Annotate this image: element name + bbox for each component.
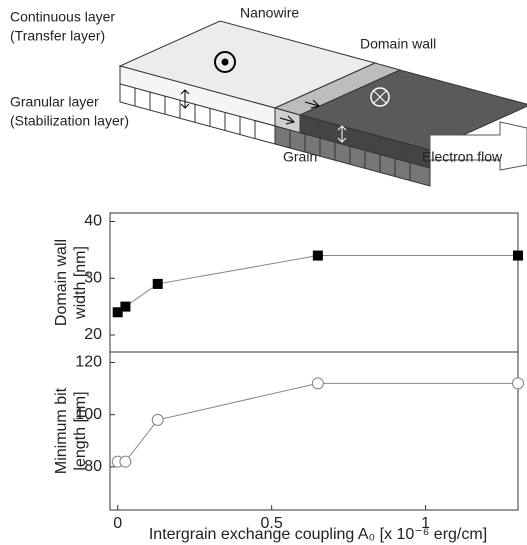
y-tick-label: 100 (75, 406, 102, 423)
y-tick-label: 120 (75, 354, 102, 371)
label: (Stabilization layer) (10, 113, 129, 129)
label: Electron flow (422, 149, 503, 165)
y-tick-label: 30 (84, 269, 102, 286)
y-tick-label: 20 (84, 326, 102, 343)
marker (512, 377, 524, 390)
series-line (117, 255, 518, 313)
nanowire-diagram: Continuous layer (Transfer layer) Nanowi… (10, 5, 527, 187)
grain-dividers (134, 88, 411, 180)
y-axis-label: length [nm] (72, 391, 89, 470)
thickness-arrow-2 (337, 125, 347, 143)
label: Continuous layer (10, 9, 115, 25)
marker (120, 301, 131, 312)
x-axis-label: Intergrain exchange coupling A₀ [x 10⁻⁶ … (149, 526, 487, 543)
thickness-arrow (180, 89, 190, 109)
series-line (117, 382, 518, 463)
x-tick-label: 0.5 (261, 515, 283, 532)
plot-frame (109, 351, 519, 511)
label: Grain (283, 149, 317, 165)
y-axis-label: width [nm] (72, 246, 89, 320)
y-axis-label: Domain wall (53, 239, 70, 326)
marker (152, 278, 163, 289)
wall-arrow (304, 99, 320, 109)
wall-arrow-2 (279, 115, 295, 125)
charts: 20 30 40 Domain wall width [nm] 80 100 120 0 0.5 1… (53, 212, 524, 543)
label: (Transfer layer) (10, 28, 105, 44)
y-axis-label: Minimum bit (53, 387, 70, 474)
label: Domain wall (360, 36, 436, 52)
y-tick-label: 80 (84, 458, 102, 475)
plot-frame (109, 212, 519, 353)
x-tick-label: 1 (421, 515, 430, 532)
marker (112, 307, 123, 318)
marker (513, 250, 523, 261)
grains-dark (274, 125, 431, 187)
marker (311, 377, 324, 390)
into-plane-cross (373, 90, 387, 104)
electron-flow-arrow (429, 121, 527, 171)
marker (151, 413, 164, 426)
marker (312, 250, 323, 261)
into-plane-symbol (370, 87, 390, 107)
out-of-plane-symbol (214, 51, 236, 73)
label: Nanowire (240, 5, 299, 21)
y-tick-label: 40 (84, 213, 102, 230)
marker (119, 455, 132, 468)
out-of-plane-dot (221, 58, 229, 66)
x-tick-label: 0 (113, 515, 122, 532)
label: Granular layer (10, 94, 99, 110)
